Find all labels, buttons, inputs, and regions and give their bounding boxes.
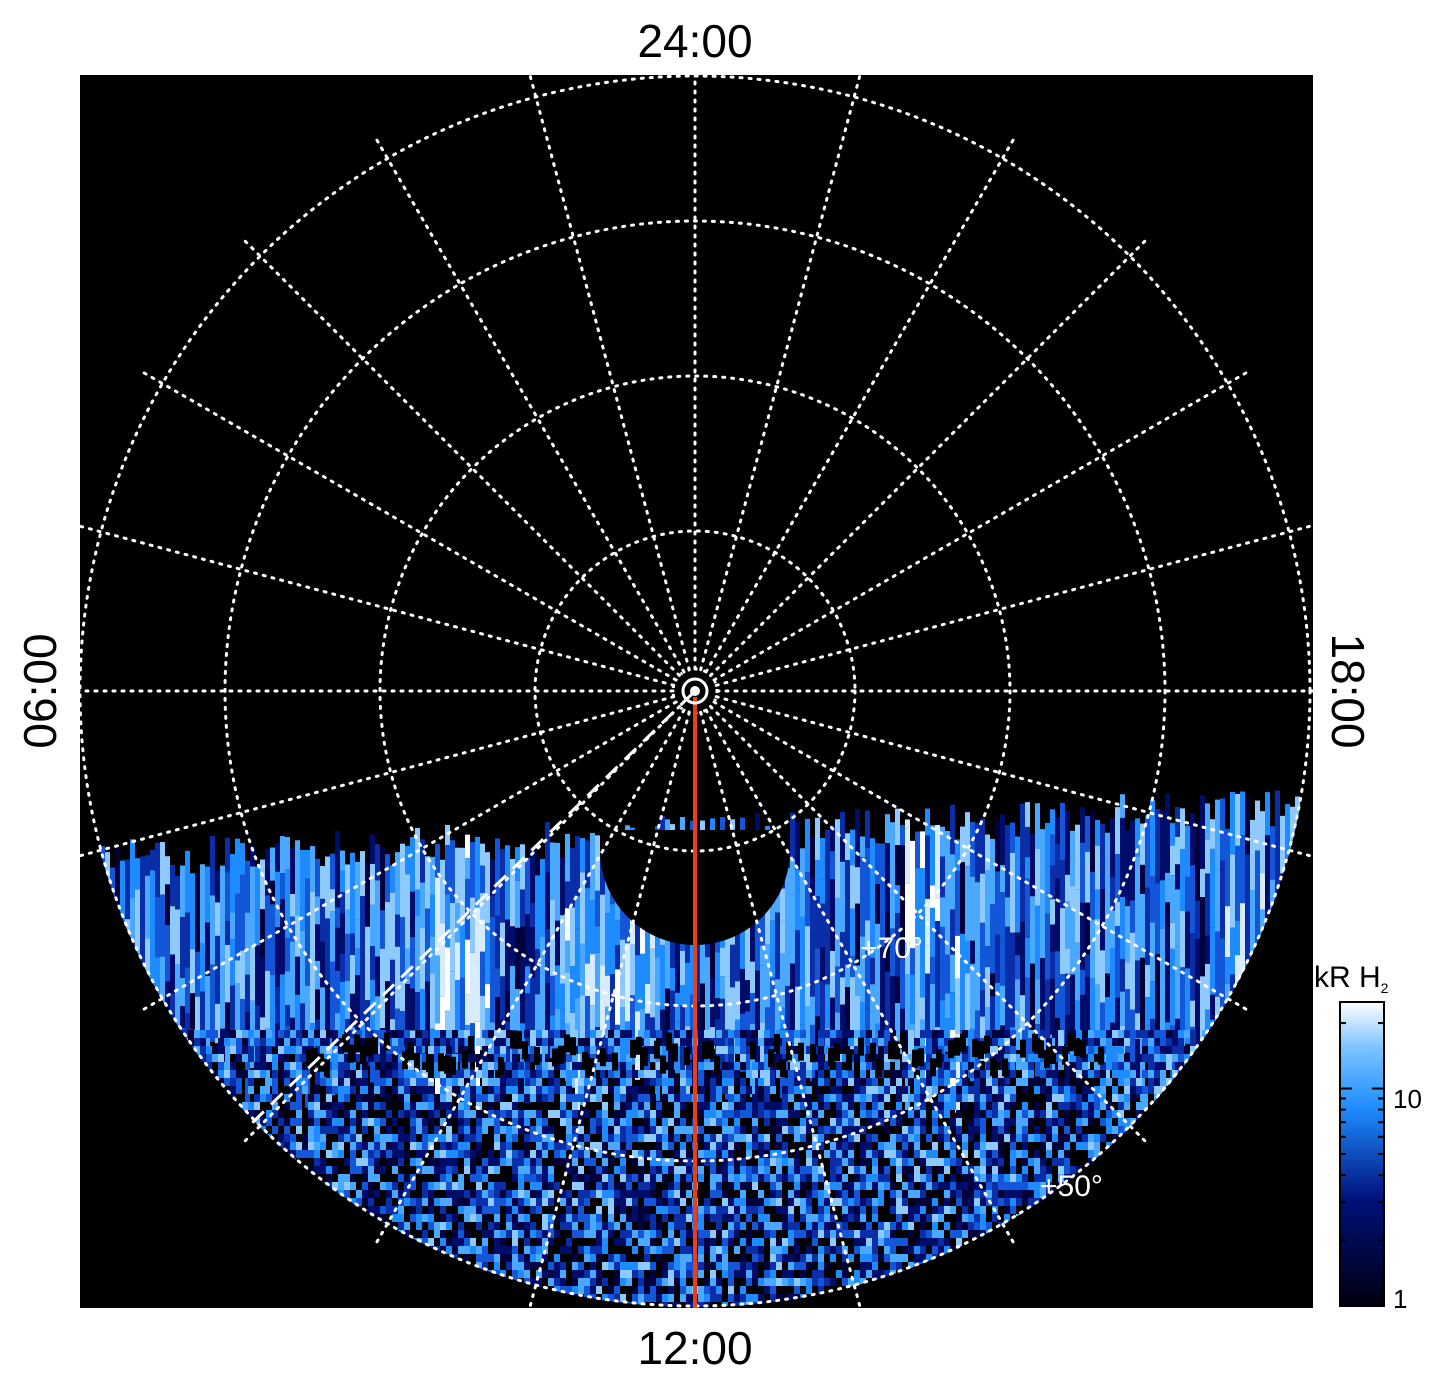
- local-time-meridian: [709, 705, 1150, 1146]
- local-time-meridian: [528, 710, 691, 1308]
- local-time-meridian: [240, 705, 681, 1146]
- latitude-label-70: +70°: [860, 932, 923, 965]
- local-time-meridian: [712, 369, 1251, 682]
- local-time-meridian: [528, 75, 691, 672]
- local-time-meridian: [714, 523, 1313, 687]
- local-time-bottom-label: 12:00: [637, 1322, 752, 1374]
- colorbar-gradient: [1339, 1001, 1385, 1307]
- local-time-meridian: [712, 700, 1251, 1013]
- local-time-meridian: [80, 524, 676, 687]
- colorbar-tick-marks: [1340, 1022, 1384, 1242]
- local-time-left-label: 06:00: [14, 633, 66, 748]
- local-time-right-label: 18:00: [1322, 633, 1374, 748]
- local-time-meridian: [714, 695, 1313, 859]
- colorbar: kR H2 10 1: [1314, 961, 1422, 1314]
- local-time-meridian: [704, 135, 1017, 674]
- colorbar-tick-label-1: 1: [1393, 1284, 1407, 1314]
- local-time-meridian: [709, 236, 1150, 677]
- colorbar-tick-label-10: 10: [1393, 1084, 1422, 1114]
- local-time-meridian: [704, 708, 1017, 1247]
- local-time-meridian: [373, 708, 686, 1247]
- local-time-meridian: [373, 135, 686, 674]
- local-time-top-label: 24:00: [637, 15, 752, 67]
- local-time-meridian: [139, 369, 678, 682]
- local-time-meridian: [139, 700, 678, 1013]
- colorbar-title: kR H2: [1314, 961, 1389, 996]
- latitude-label-50: +50°: [1040, 1170, 1103, 1203]
- local-time-meridian: [699, 710, 862, 1308]
- pole-circle-icon: [681, 677, 709, 705]
- local-time-meridian: [240, 236, 681, 677]
- local-time-meridian: [80, 695, 676, 858]
- local-time-meridian: [699, 75, 862, 672]
